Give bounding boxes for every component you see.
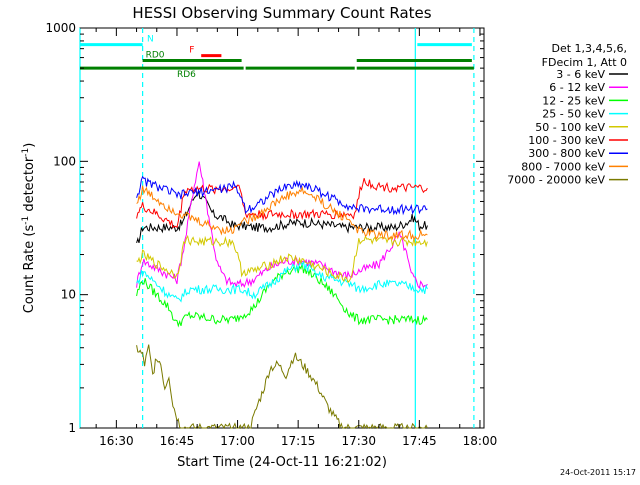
legend-label-8: 7000 - 20000 keV — [507, 174, 605, 187]
series-line-4 — [136, 234, 428, 284]
y-axis-label-sup-1: -1 — [21, 216, 31, 225]
y-tick-label-2: 100 — [53, 154, 76, 168]
y-tick-label-3: 1000 — [45, 21, 76, 35]
plot-frame — [79, 27, 485, 429]
legend-label-0: 3 - 6 keV — [556, 68, 605, 81]
axis-ticks: 16:30 16:45 17:00 17:15 17:30 17:45 18:00 1 10 10… — [45, 21, 497, 448]
chart-title: HESSI Observing Summary Count Rates — [132, 4, 431, 22]
footer-timestamp: 24-Oct-2011 15:17 — [560, 468, 636, 477]
series-line-0 — [136, 189, 428, 244]
y-axis-label-main: Count Rate (s — [22, 225, 37, 314]
series-line-2 — [136, 263, 428, 328]
x-tick-label-1: 16:45 — [160, 434, 195, 448]
legend-label-7: 800 - 7000 keV — [521, 160, 605, 173]
y-axis-label: Count Rate (s-1 detector-1) — [21, 143, 37, 314]
legend-header-1: Det 1,3,4,5,6, — [551, 42, 627, 55]
y-tick-label-1: 10 — [61, 288, 76, 302]
legend-label-2: 12 - 25 keV — [542, 94, 605, 107]
series-line-7 — [136, 185, 428, 241]
series-line-5 — [136, 178, 428, 229]
y-tick-label-0: 1 — [68, 421, 76, 435]
x-tick-label-2: 17:00 — [220, 434, 255, 448]
x-tick-label-4: 17:30 — [341, 434, 376, 448]
legend-label-1: 6 - 12 keV — [549, 81, 605, 94]
state-label-n: N — [147, 35, 154, 45]
plot-border — [79, 27, 485, 429]
legend: Det 1,3,4,5,6, FDecim 1, Att 0 3 - 6 keV… — [507, 42, 628, 187]
x-axis-label: Start Time (24-Oct-11 16:21:02) — [177, 455, 387, 470]
y-axis-label-sup-2: -1 — [21, 148, 31, 157]
y-axis-label-close: ) — [22, 143, 37, 148]
x-tick-label-5: 17:45 — [402, 434, 437, 448]
series-line-3 — [136, 260, 428, 303]
series-line-6 — [136, 175, 428, 216]
legend-label-4: 50 - 100 keV — [535, 121, 605, 134]
series-line-8 — [136, 344, 428, 430]
legend-label-5: 100 - 300 keV — [528, 134, 605, 147]
state-label-rd0: RD0 — [146, 51, 165, 61]
legend-label-3: 25 - 50 keV — [542, 108, 605, 121]
boundary-lines — [79, 28, 475, 428]
x-tick-label-6: 18:00 — [463, 434, 498, 448]
state-bars: N F RD0 RD6 — [80, 35, 474, 80]
legend-header-2: FDecim 1, Att 0 — [542, 56, 627, 69]
legend-label-6: 300 - 800 keV — [528, 147, 605, 160]
series-lines — [136, 161, 428, 430]
y-axis-label-detector: detector — [22, 156, 37, 216]
state-label-f: F — [189, 46, 194, 56]
x-tick-label-3: 17:15 — [281, 434, 316, 448]
x-tick-label-0: 16:30 — [99, 434, 134, 448]
state-label-rd6: RD6 — [177, 70, 196, 80]
